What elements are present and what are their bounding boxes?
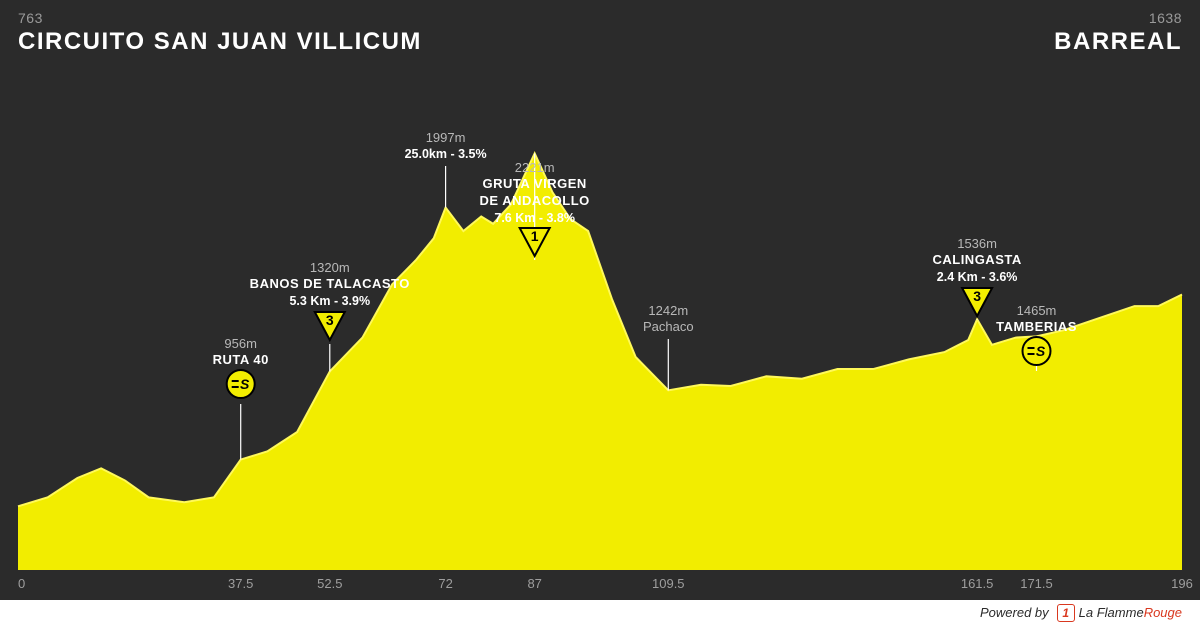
marker-elevation: 1997m [405, 130, 487, 146]
svg-text:3: 3 [973, 288, 981, 304]
marker-name: CALINGASTA [932, 252, 1021, 269]
svg-text:3: 3 [326, 312, 334, 328]
marker-stats: 5.3 Km - 3.9% [250, 293, 410, 309]
elevation-marker: 1320mBANOS DE TALACASTO5.3 Km - 3.9% [250, 260, 410, 309]
marker-stats: 25.0km - 3.5% [405, 146, 487, 162]
elevation-marker: 956mRUTA 40 [213, 336, 269, 369]
marker-name: Pachaco [643, 319, 694, 335]
powered-by-text: Powered by [980, 605, 1049, 620]
marker-elevation: 1242m [643, 303, 694, 319]
brand-part2: Rouge [1144, 605, 1182, 620]
km-label: 161.5 [961, 576, 994, 591]
sprint-badge-icon: S [1023, 337, 1051, 365]
km-label: 196 [1171, 576, 1193, 591]
marker-elevation: 2221m [480, 160, 590, 176]
footer-credit: Powered by 1 La Flamme Rouge [0, 600, 1200, 625]
km-label: 87 [527, 576, 541, 591]
marker-elevation: 1465m [996, 303, 1077, 319]
marker-elevation: 956m [213, 336, 269, 352]
elevation-marker: 1242mPachaco [643, 303, 694, 336]
km-label: 37.5 [228, 576, 253, 591]
km-label: 171.5 [1020, 576, 1053, 591]
marker-elevation: 1320m [250, 260, 410, 276]
svg-text:1: 1 [531, 228, 539, 244]
km-label: 52.5 [317, 576, 342, 591]
sprint-badge-icon: S [227, 370, 255, 398]
elevation-fill [18, 153, 1182, 570]
elevation-marker: 2221mGRUTA VIRGENDE ANDACOLLO7.6 Km - 3.… [480, 160, 590, 226]
category-badge-icon: 3 [315, 312, 345, 340]
elevation-marker: 1536mCALINGASTA2.4 Km - 3.6% [932, 236, 1021, 285]
elevation-marker: 1997m25.0km - 3.5% [405, 130, 487, 163]
svg-text:S: S [240, 376, 250, 392]
km-label: 0 [18, 576, 25, 591]
category-badge-icon: 3 [962, 288, 992, 316]
elevation-profile-chart: 763 CIRCUITO SAN JUAN VILLICUM 1638 BARR… [0, 0, 1200, 600]
profile-svg: S 3 1 3 S [0, 0, 1200, 600]
flammerouge-logo-icon: 1 [1057, 604, 1075, 622]
marker-stats: 2.4 Km - 3.6% [932, 269, 1021, 285]
marker-name: GRUTA VIRGENDE ANDACOLLO [480, 176, 590, 210]
marker-elevation: 1536m [932, 236, 1021, 252]
marker-name: TAMBERIAS [996, 319, 1077, 336]
elevation-marker: 1465mTAMBERIAS [996, 303, 1077, 336]
svg-text:S: S [1036, 343, 1046, 359]
marker-name: BANOS DE TALACASTO [250, 276, 410, 293]
marker-stats: 7.6 Km - 3.8% [480, 210, 590, 226]
km-label: 72 [438, 576, 452, 591]
brand-part1: La Flamme [1079, 605, 1144, 620]
km-label: 109.5 [652, 576, 685, 591]
marker-name: RUTA 40 [213, 352, 269, 369]
